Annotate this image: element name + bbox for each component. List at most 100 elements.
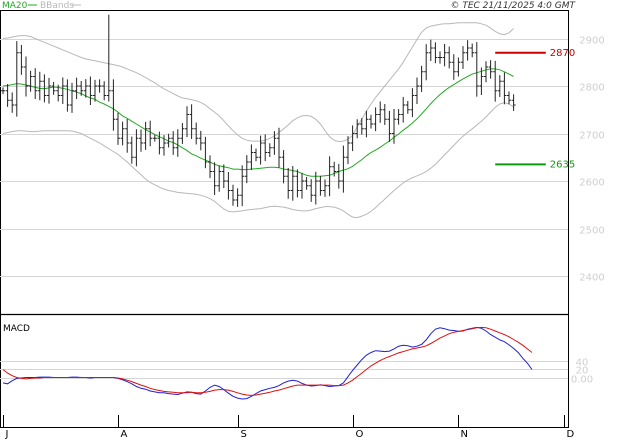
- ohlc-bar: [111, 79, 116, 131]
- ohlc-bar: [217, 165, 222, 192]
- ohlc-bar: [97, 79, 102, 93]
- ohlc-bar: [143, 121, 148, 150]
- bband-upper-line: [2, 22, 514, 143]
- price-tick-label: 2700: [579, 131, 604, 142]
- ohlc-bar: [410, 88, 415, 118]
- macd-tick-label: 40: [576, 358, 589, 369]
- ohlc-bar: [392, 109, 396, 144]
- ohlc-bar: [194, 122, 199, 145]
- ohlc-bar: [166, 133, 171, 148]
- ohlc-bar: [497, 75, 502, 97]
- ohlc-bar: [277, 127, 281, 168]
- ohlc-bar: [162, 135, 166, 156]
- ohlc-bar: [438, 51, 442, 64]
- ohlc-bar: [235, 188, 240, 207]
- price-tick-label: 2500: [579, 226, 604, 237]
- ohlc-bar: [226, 171, 231, 200]
- ohlc-bar: [405, 100, 410, 114]
- ohlc-bar: [428, 39, 433, 62]
- ohlc-bar: [254, 148, 258, 162]
- macd-tick-label: 20: [576, 366, 589, 377]
- ohlc-bar: [175, 129, 180, 157]
- price-grid: 2400 2500 2600 2700 2800 2900: [0, 36, 605, 284]
- ohlc-bar: [134, 129, 139, 167]
- ohlc-bar: [185, 106, 189, 138]
- ohlc-bar: [502, 72, 507, 105]
- ohlc-bar: [189, 104, 194, 139]
- ohlc-bar: [244, 155, 249, 184]
- ohlc-bar: [24, 56, 28, 97]
- ohlc-bar: [221, 164, 226, 189]
- copyright-text: © TEC 21/11/2025 4:0 GMT: [450, 1, 576, 11]
- ohlc-bar: [148, 120, 153, 147]
- ohlc-bar: [56, 84, 61, 102]
- ohlc-bar: [203, 136, 208, 169]
- ohlc-bar: [83, 79, 88, 98]
- ohlc-bar: [281, 150, 286, 184]
- ohlc-bar: [1, 87, 5, 95]
- ohlc-bar: [79, 81, 84, 96]
- ohlc-bar: [313, 171, 318, 205]
- ohlc-bar: [267, 143, 272, 158]
- ohlc-bar: [387, 110, 392, 142]
- ohlc-bar: [332, 161, 337, 177]
- macd-lines: [2, 326, 533, 400]
- macd-line: [2, 326, 533, 400]
- ohlc-bar: [447, 46, 452, 69]
- ohlc-bar: [456, 57, 461, 77]
- ohlc-bar: [171, 131, 176, 155]
- ohlc-bar: [157, 131, 162, 155]
- ohlc-bar: [47, 77, 51, 104]
- month-label: A: [121, 429, 128, 440]
- ohlc-bar: [484, 61, 488, 83]
- ohlc-bar: [208, 155, 212, 179]
- ohlc-bar: [433, 42, 438, 64]
- ohlc-bar: [10, 92, 15, 113]
- ohlc-bar: [382, 104, 387, 125]
- ohlc-bar: [373, 107, 378, 132]
- ohlc-bar: [231, 184, 235, 206]
- ohlc-bar: [88, 76, 93, 105]
- price-level-label: 2635: [550, 159, 575, 170]
- ohlc-bar: [129, 136, 134, 164]
- bollinger-bands: [2, 22, 514, 219]
- price-tick-label: 2900: [579, 36, 604, 47]
- ohlc-bar: [309, 179, 314, 202]
- ohlc-bar: [60, 77, 65, 105]
- month-label: D: [567, 429, 575, 440]
- ohlc-bar: [28, 70, 33, 92]
- ohlc-bar: [488, 60, 493, 79]
- price-levels: 2870 2635: [495, 48, 575, 170]
- ohlc-bar: [70, 82, 74, 113]
- price-tick-label: 2400: [579, 273, 604, 284]
- ohlc-bar: [152, 134, 157, 142]
- ohlc-bar: [479, 67, 484, 96]
- ohlc-bar: [493, 60, 498, 102]
- ohlc-bar: [93, 79, 97, 102]
- ohlc-bar: [341, 145, 346, 193]
- ohlc-bar: [304, 176, 309, 190]
- ohlc-bar: [263, 134, 268, 162]
- ohlc-bar: [42, 74, 47, 103]
- ohlc-bar: [19, 44, 24, 75]
- ohlc-bar: [318, 175, 323, 196]
- month-label: N: [461, 429, 468, 440]
- ma20-line: [2, 68, 514, 177]
- macd-title: MACD: [3, 324, 30, 334]
- ohlc-bar: [359, 118, 364, 135]
- ohlc-bar: [180, 123, 185, 144]
- ohlc-bars: [1, 14, 516, 207]
- ohlc-bar: [51, 81, 56, 95]
- ohlc-bar: [258, 135, 263, 165]
- ohlc-bar: [424, 44, 429, 81]
- ohlc-bar: [125, 119, 130, 153]
- ohlc-bar: [355, 119, 360, 139]
- ohlc-bar: [106, 14, 111, 102]
- ohlc-bar: [378, 101, 383, 123]
- ohlc-bar: [139, 129, 143, 152]
- macd-signal-line: [2, 326, 533, 396]
- ohlc-bar: [451, 54, 456, 80]
- ohlc-bar: [74, 77, 79, 100]
